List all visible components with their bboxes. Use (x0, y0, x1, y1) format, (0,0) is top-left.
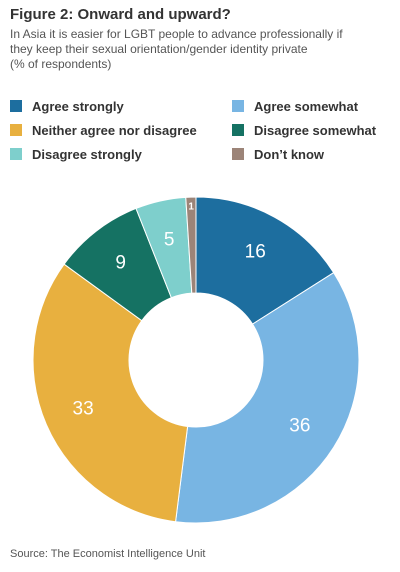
legend-item-neither: Neither agree nor disagree (10, 120, 197, 140)
legend-swatch (10, 124, 22, 136)
legend-item-disagree-strongly: Disagree strongly (10, 144, 142, 164)
legend-item-agree-strongly: Agree strongly (10, 96, 124, 116)
legend-label: Disagree strongly (32, 146, 142, 162)
data-label-agree-somewhat: 36 (289, 415, 310, 436)
legend-swatch (232, 124, 244, 136)
subtitle-line: (% of respondents) (10, 57, 112, 71)
slice-agree-somewhat (175, 271, 360, 524)
data-label-neither: 33 (73, 398, 94, 419)
slice-dont-know (185, 196, 197, 294)
subtitle-line: In Asia it is easier for LGBT people to … (10, 27, 343, 41)
subtitle-line: they keep their sexual orientation/gende… (10, 42, 308, 56)
legend-swatch (232, 100, 244, 112)
legend-label: Neither agree nor disagree (32, 122, 197, 138)
legend-label: Agree strongly (32, 98, 124, 114)
chart-legend: Agree strongly Agree somewhat Neither ag… (10, 96, 395, 166)
slice-neither (32, 263, 189, 523)
legend-label: Don’t know (254, 146, 325, 162)
legend-swatch (10, 100, 22, 112)
data-label-disagree-somewhat: 9 (115, 252, 126, 273)
legend-item-disagree-somewhat: Disagree somewhat (232, 120, 376, 140)
data-label-dont-know: 1 (188, 202, 194, 213)
legend-label: Disagree somewhat (254, 122, 377, 138)
source-note: Source: The Economist Intelligence Unit (10, 548, 206, 560)
legend-item-agree-somewhat: Agree somewhat (232, 96, 358, 116)
legend-swatch (232, 148, 244, 160)
donut-chart: 16 36 33 9 5 1 (32, 196, 360, 524)
chart-subtitle: In Asia it is easier for LGBT people to … (10, 27, 395, 72)
legend-label: Agree somewhat (254, 98, 359, 114)
legend-item-dont-know: Don’t know (232, 144, 324, 164)
data-label-disagree-strongly: 5 (164, 229, 175, 250)
slice-agree-strongly (195, 196, 335, 325)
legend-swatch (10, 148, 22, 160)
data-label-agree-strongly: 16 (245, 242, 266, 263)
chart-title: Figure 2: Onward and upward? (10, 6, 231, 23)
